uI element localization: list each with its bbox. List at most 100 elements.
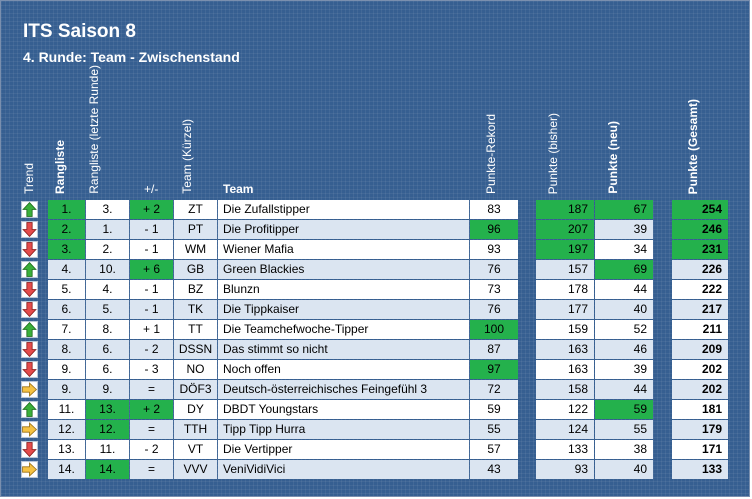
arrow-down-icon: [21, 361, 38, 378]
points-new-cell: 59: [595, 400, 653, 419]
points-total-cell: 133: [672, 460, 728, 479]
points-before-cell: 122: [536, 400, 594, 419]
team-name-cell: Die Vertipper: [218, 440, 469, 459]
arrow-down-icon: [21, 221, 38, 238]
points-new-cell: 44: [595, 380, 653, 399]
code-cell: WM: [174, 240, 217, 259]
header-neu: Punkte (neu): [606, 121, 620, 194]
header-rekord: Punkte-Rekord: [484, 113, 498, 194]
diff-cell: - 1: [130, 240, 173, 259]
arrow-right-icon: [21, 421, 38, 438]
code-cell: TT: [174, 320, 217, 339]
code-cell: VVV: [174, 460, 217, 479]
diff-cell: - 1: [130, 280, 173, 299]
header-gesamt: Punkte (Gesamt): [686, 98, 700, 194]
rank-cell: 4.: [48, 260, 85, 279]
points-before-cell: 187: [536, 200, 594, 219]
team-name-cell: Die Zufallstipper: [218, 200, 469, 219]
rank-cell: 11.: [48, 400, 85, 419]
prev-rank-cell: 9.: [86, 380, 129, 399]
points-before-cell: 93: [536, 460, 594, 479]
points-new-cell: 38: [595, 440, 653, 459]
record-cell: 97: [470, 360, 518, 379]
record-cell: 76: [470, 260, 518, 279]
arrow-down-icon: [21, 241, 38, 258]
team-name-cell: Die Profitipper: [218, 220, 469, 239]
code-cell: TK: [174, 300, 217, 319]
header-rangliste-letzte: Rangliste (letzte Runde): [87, 65, 101, 194]
arrow-up-icon: [21, 201, 38, 218]
arrow-up-icon: [21, 261, 38, 278]
points-before-cell: 197: [536, 240, 594, 259]
team-name-cell: Die Tippkaiser: [218, 300, 469, 319]
team-name-cell: VeniVidiVici: [218, 460, 469, 479]
rank-cell: 8.: [48, 340, 85, 359]
arrow-down-icon: [21, 441, 38, 458]
points-new-cell: 69: [595, 260, 653, 279]
header-kuerzel: Team (Kürzel): [180, 119, 194, 194]
rank-cell: 13.: [48, 440, 85, 459]
points-new-cell: 39: [595, 220, 653, 239]
prev-rank-cell: 6.: [86, 360, 129, 379]
team-name-cell: Blunzn: [218, 280, 469, 299]
record-cell: 83: [470, 200, 518, 219]
prev-rank-cell: 6.: [86, 340, 129, 359]
header-rangliste: Rangliste: [53, 139, 67, 194]
prev-rank-cell: 5.: [86, 300, 129, 319]
points-new-cell: 44: [595, 280, 653, 299]
record-cell: 93: [470, 240, 518, 259]
points-total-cell: 209: [672, 340, 728, 359]
prev-rank-cell: 4.: [86, 280, 129, 299]
arrow-down-icon: [21, 341, 38, 358]
team-name-cell: DBDT Youngstars: [218, 400, 469, 419]
points-before-cell: 207: [536, 220, 594, 239]
code-cell: PT: [174, 220, 217, 239]
points-new-cell: 40: [595, 300, 653, 319]
points-before-cell: 163: [536, 340, 594, 359]
points-total-cell: 254: [672, 200, 728, 219]
points-total-cell: 171: [672, 440, 728, 459]
arrow-right-icon: [21, 461, 38, 478]
rank-cell: 3.: [48, 240, 85, 259]
points-before-cell: 163: [536, 360, 594, 379]
team-name-cell: Wiener Mafia: [218, 240, 469, 259]
points-before-cell: 159: [536, 320, 594, 339]
prev-rank-cell: 11.: [86, 440, 129, 459]
prev-rank-cell: 13.: [86, 400, 129, 419]
diff-cell: + 6: [130, 260, 173, 279]
record-cell: 72: [470, 380, 518, 399]
diff-cell: - 2: [130, 440, 173, 459]
rank-cell: 6.: [48, 300, 85, 319]
points-new-cell: 55: [595, 420, 653, 439]
points-before-cell: 158: [536, 380, 594, 399]
record-cell: 73: [470, 280, 518, 299]
diff-cell: - 1: [130, 300, 173, 319]
diff-cell: - 1: [130, 220, 173, 239]
code-cell: BZ: [174, 280, 217, 299]
diff-cell: =: [130, 460, 173, 479]
code-cell: DÖF3: [174, 380, 217, 399]
arrow-up-icon: [21, 401, 38, 418]
points-total-cell: 231: [672, 240, 728, 259]
team-name-cell: Tipp Tipp Hurra: [218, 420, 469, 439]
prev-rank-cell: 14.: [86, 460, 129, 479]
record-cell: 96: [470, 220, 518, 239]
rank-cell: 12.: [48, 420, 85, 439]
code-cell: DY: [174, 400, 217, 419]
points-total-cell: 226: [672, 260, 728, 279]
rank-cell: 9.: [48, 380, 85, 399]
prev-rank-cell: 2.: [86, 240, 129, 259]
prev-rank-cell: 3.: [86, 200, 129, 219]
points-total-cell: 217: [672, 300, 728, 319]
points-new-cell: 52: [595, 320, 653, 339]
points-before-cell: 157: [536, 260, 594, 279]
rank-cell: 5.: [48, 280, 85, 299]
points-before-cell: 177: [536, 300, 594, 319]
arrow-down-icon: [21, 281, 38, 298]
points-new-cell: 34: [595, 240, 653, 259]
team-name-cell: Green Blackies: [218, 260, 469, 279]
arrow-up-icon: [21, 321, 38, 338]
diff-cell: - 2: [130, 340, 173, 359]
points-before-cell: 124: [536, 420, 594, 439]
